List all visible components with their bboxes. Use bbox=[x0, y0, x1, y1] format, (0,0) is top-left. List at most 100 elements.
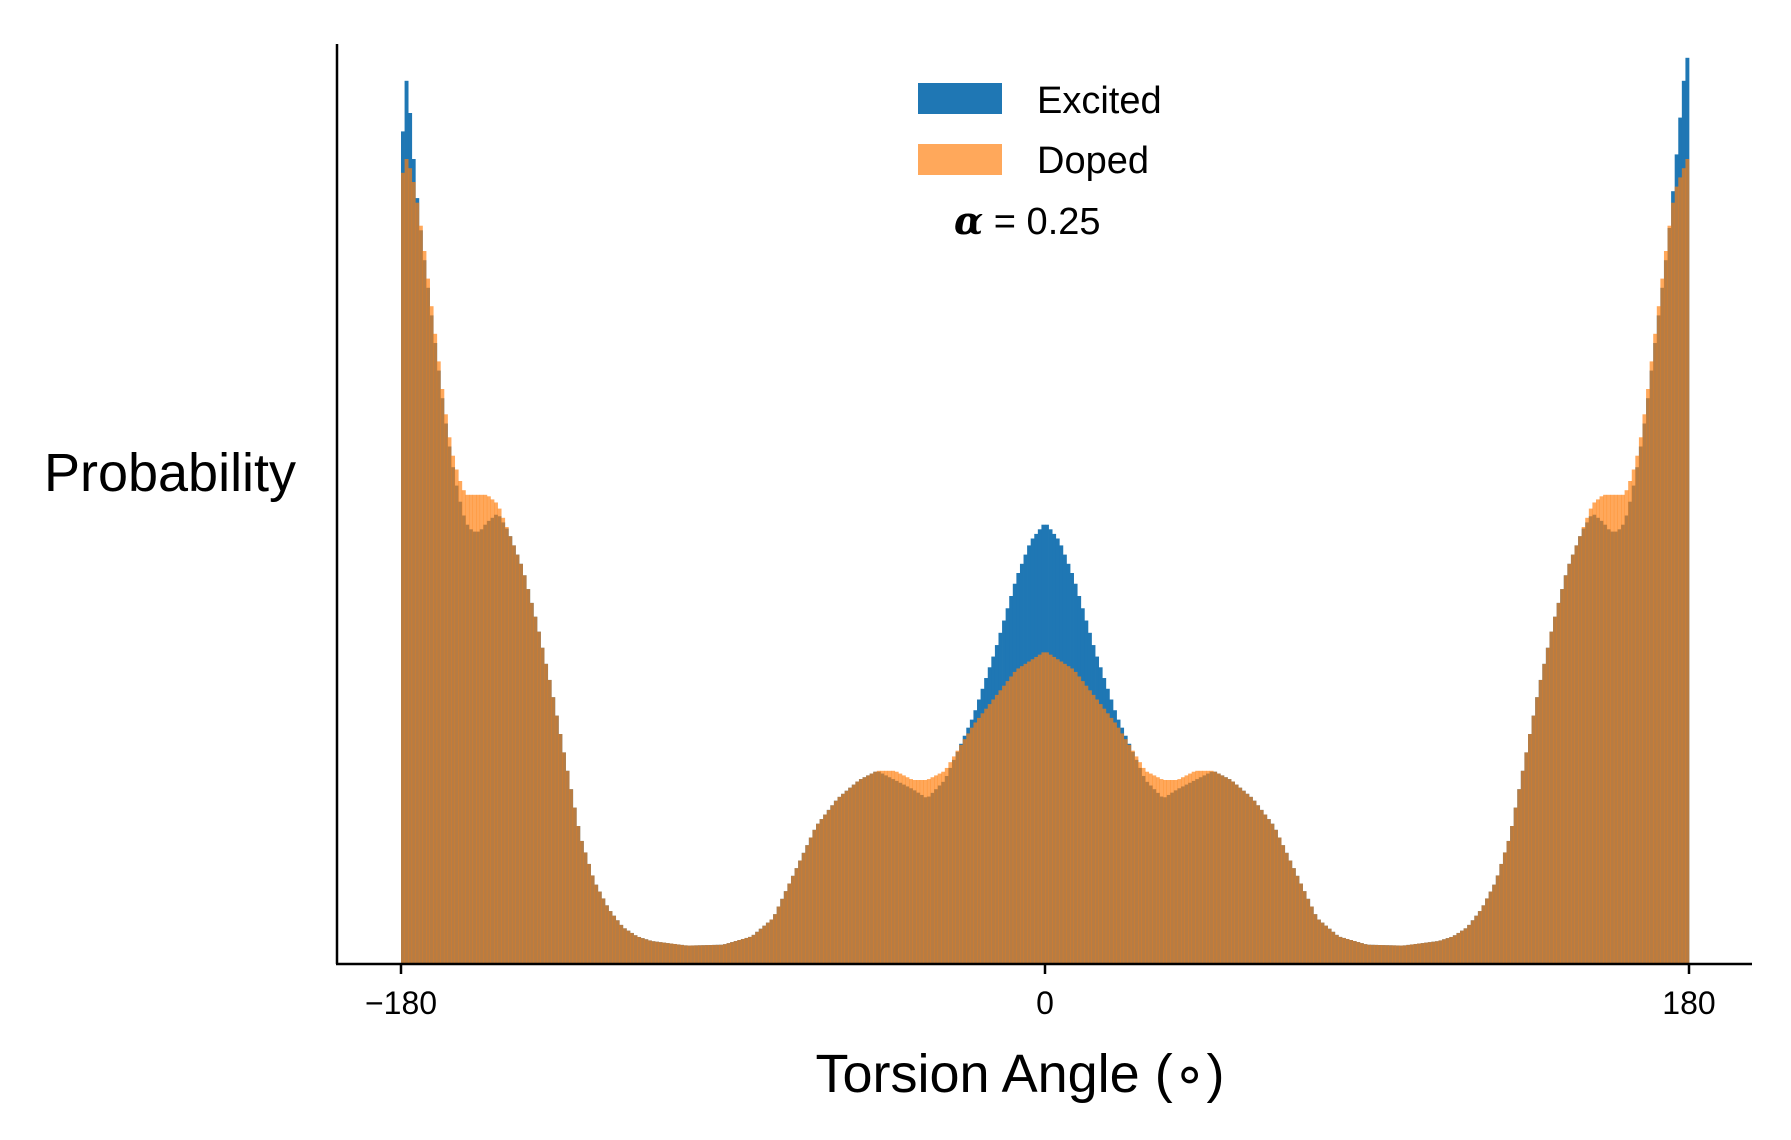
bar-doped bbox=[1352, 941, 1357, 964]
bar-doped bbox=[1145, 771, 1150, 964]
bar-doped bbox=[1388, 945, 1393, 964]
bar-doped bbox=[876, 770, 881, 964]
bar-doped bbox=[1467, 924, 1472, 964]
bar-doped bbox=[1198, 770, 1203, 964]
bar-doped bbox=[1545, 647, 1550, 964]
bar-doped bbox=[597, 891, 602, 964]
bar-doped bbox=[1413, 943, 1418, 964]
bar-doped bbox=[1642, 414, 1647, 964]
bar-doped bbox=[905, 777, 910, 964]
bar-doped bbox=[1395, 945, 1400, 964]
bar-doped bbox=[823, 814, 828, 964]
bar-doped bbox=[1528, 734, 1532, 964]
bar-doped bbox=[1681, 168, 1686, 964]
bar-doped bbox=[655, 941, 659, 964]
bar-doped bbox=[1588, 508, 1593, 964]
series-doped bbox=[401, 159, 1690, 965]
bar-doped bbox=[433, 333, 438, 964]
bar-doped bbox=[1191, 771, 1196, 964]
bar-doped bbox=[1256, 805, 1261, 964]
bar-doped bbox=[769, 919, 774, 964]
bar-doped bbox=[715, 944, 720, 964]
bar-doped bbox=[808, 837, 813, 964]
bar-doped bbox=[1624, 490, 1629, 964]
bar-doped bbox=[604, 905, 609, 964]
bar-doped bbox=[705, 945, 710, 964]
bar-doped bbox=[880, 770, 885, 964]
bar-doped bbox=[1671, 202, 1676, 964]
bar-doped bbox=[494, 502, 498, 964]
bar-doped bbox=[1631, 469, 1636, 964]
bar-doped bbox=[1263, 814, 1268, 964]
bar-doped bbox=[1334, 934, 1339, 964]
bar-doped bbox=[486, 496, 491, 964]
bar-doped bbox=[1306, 898, 1311, 964]
bar-doped bbox=[1202, 770, 1207, 964]
bar-doped bbox=[562, 752, 566, 964]
bar-doped bbox=[816, 823, 820, 964]
bar-doped bbox=[776, 906, 781, 964]
bar-doped bbox=[1567, 563, 1572, 964]
bar-doped bbox=[554, 715, 559, 964]
bar-doped bbox=[547, 679, 552, 964]
bar-doped bbox=[869, 773, 874, 964]
bar-doped bbox=[851, 784, 856, 964]
bar-doped bbox=[1062, 663, 1067, 964]
bar-doped bbox=[798, 860, 803, 964]
bar-doped bbox=[984, 708, 989, 964]
bar-doped bbox=[1087, 690, 1092, 964]
bar-doped bbox=[1613, 494, 1618, 964]
bar-doped bbox=[422, 251, 427, 964]
bar-doped bbox=[1270, 823, 1275, 964]
bar-doped bbox=[805, 845, 810, 964]
bar-doped bbox=[1481, 905, 1486, 964]
bar-doped bbox=[1653, 333, 1658, 964]
legend-swatch-doped bbox=[918, 144, 1002, 175]
bar-doped bbox=[633, 935, 638, 964]
bar-doped bbox=[1266, 819, 1271, 964]
bar-doped bbox=[579, 840, 584, 964]
bar-doped bbox=[862, 777, 867, 964]
bar-doped bbox=[1538, 679, 1543, 964]
bar-doped bbox=[1245, 793, 1250, 964]
bar-doped bbox=[1535, 697, 1540, 964]
bar-doped bbox=[540, 647, 545, 964]
bar-doped bbox=[497, 508, 502, 964]
bar-doped bbox=[590, 875, 595, 964]
bar-doped bbox=[1406, 944, 1411, 964]
bar-doped bbox=[1349, 940, 1354, 964]
bar-doped bbox=[1517, 789, 1522, 964]
bar-doped bbox=[1570, 554, 1575, 964]
bar-doped bbox=[429, 306, 434, 964]
bar-doped bbox=[748, 936, 752, 964]
bar-doped bbox=[1291, 868, 1296, 964]
bar-doped bbox=[1163, 780, 1167, 964]
bar-doped bbox=[1399, 945, 1404, 964]
bar-doped bbox=[443, 414, 448, 964]
bar-doped bbox=[1309, 906, 1314, 964]
bar-doped bbox=[1027, 661, 1032, 964]
bar-doped bbox=[701, 945, 706, 964]
bar-doped bbox=[1324, 925, 1328, 964]
bar-doped bbox=[1460, 930, 1464, 964]
bar-doped bbox=[755, 931, 760, 964]
bar-doped bbox=[1409, 944, 1414, 964]
bar-doped bbox=[765, 922, 770, 964]
bar-doped bbox=[934, 775, 939, 964]
bar-doped bbox=[1288, 860, 1293, 964]
bar-doped bbox=[662, 942, 667, 964]
bar-doped bbox=[1112, 722, 1117, 964]
bar-doped bbox=[626, 930, 631, 964]
bar-doped bbox=[1585, 517, 1590, 964]
bar-doped bbox=[1148, 773, 1153, 964]
bar-doped bbox=[468, 494, 473, 964]
bar-doped bbox=[511, 545, 516, 964]
bar-doped bbox=[1273, 829, 1278, 964]
legend-label-excited: Excited bbox=[1037, 80, 1162, 122]
bar-doped bbox=[1241, 790, 1246, 964]
bar-doped bbox=[1034, 656, 1039, 964]
x-tick-label: −180 bbox=[365, 985, 437, 1021]
bar-doped bbox=[708, 945, 713, 964]
bar-doped bbox=[737, 940, 742, 964]
bar-doped bbox=[1531, 715, 1536, 964]
